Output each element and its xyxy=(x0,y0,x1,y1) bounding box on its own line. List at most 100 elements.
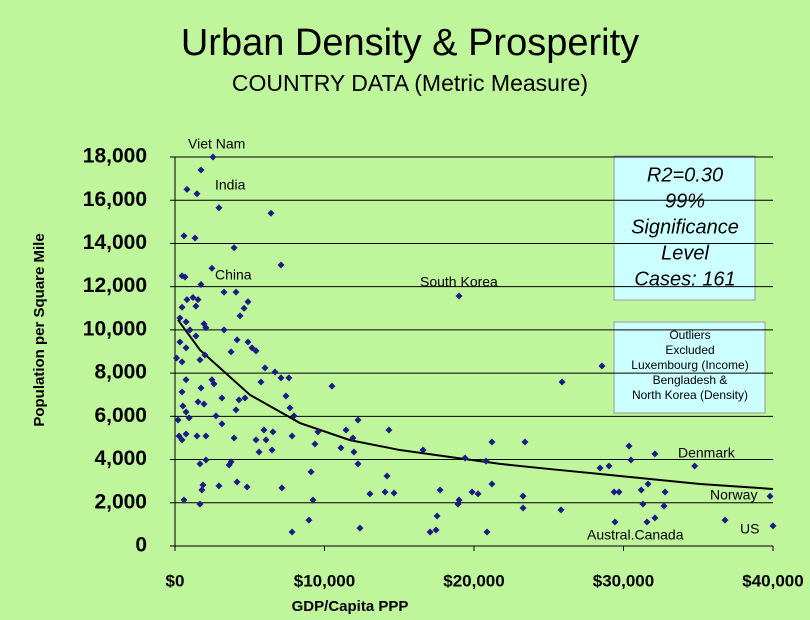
point xyxy=(183,296,191,304)
point xyxy=(611,518,619,526)
point xyxy=(468,488,476,496)
annotation: Denmark xyxy=(678,445,736,461)
x-axis-label: GDP/Capita PPP xyxy=(292,598,409,615)
annotation: India xyxy=(215,177,246,193)
point xyxy=(180,496,188,504)
point xyxy=(243,483,251,491)
annotation: Viet Nam xyxy=(188,136,245,152)
point xyxy=(241,394,249,402)
point xyxy=(235,396,243,404)
point xyxy=(356,524,364,532)
point xyxy=(381,488,389,496)
point xyxy=(174,416,182,424)
point xyxy=(215,482,223,490)
outliers-text: North Korea (Density) xyxy=(632,388,748,402)
annotation: Norway xyxy=(710,487,757,503)
point xyxy=(182,376,190,384)
point xyxy=(436,486,444,494)
point xyxy=(660,502,668,510)
point xyxy=(269,428,277,436)
point xyxy=(252,347,260,355)
stats-text: Cases: 161 xyxy=(634,268,735,290)
point xyxy=(769,522,777,530)
stats-text: Significance xyxy=(631,216,739,238)
point xyxy=(349,434,357,442)
point xyxy=(192,302,200,310)
point xyxy=(277,261,285,269)
point xyxy=(639,500,647,508)
point xyxy=(257,378,265,386)
y-tick-label: 18,000 xyxy=(83,145,147,168)
point xyxy=(605,462,613,470)
point xyxy=(197,384,205,392)
point xyxy=(220,326,228,334)
x-tick-label: $0 xyxy=(166,571,185,590)
point xyxy=(288,528,296,536)
point xyxy=(179,402,187,410)
point xyxy=(172,354,180,362)
point xyxy=(521,438,529,446)
point xyxy=(236,312,244,320)
point xyxy=(691,462,699,470)
point xyxy=(277,374,285,382)
stats-text: 99% xyxy=(665,190,705,212)
point xyxy=(282,392,290,400)
point xyxy=(186,326,194,334)
point xyxy=(244,338,252,346)
point xyxy=(230,434,238,442)
point xyxy=(354,460,362,468)
point xyxy=(519,504,527,512)
point xyxy=(225,461,233,469)
point xyxy=(244,298,252,306)
annotation: US xyxy=(740,521,759,537)
point xyxy=(209,153,217,161)
annotation: Austral.Canada xyxy=(587,527,684,543)
point xyxy=(199,481,207,489)
point xyxy=(483,528,491,536)
point xyxy=(519,492,527,500)
point xyxy=(615,488,623,496)
y-tick-label: 12,000 xyxy=(83,274,147,297)
y-tick-label: 8,000 xyxy=(94,361,147,384)
point xyxy=(419,446,427,454)
point xyxy=(218,420,226,428)
point xyxy=(311,440,319,448)
point xyxy=(290,412,298,420)
point xyxy=(202,324,210,332)
annotation: China xyxy=(215,267,252,283)
point xyxy=(461,454,469,462)
y-tick-label: 10,000 xyxy=(83,317,147,340)
point xyxy=(202,432,210,440)
point xyxy=(267,209,275,217)
point xyxy=(181,273,189,281)
point xyxy=(232,406,240,414)
point xyxy=(192,332,200,340)
point xyxy=(182,430,190,438)
point xyxy=(197,281,205,289)
point xyxy=(189,293,197,301)
point xyxy=(176,338,184,346)
point xyxy=(232,288,240,296)
y-tick-label: 2,000 xyxy=(94,490,147,513)
trendline xyxy=(177,319,774,490)
point xyxy=(194,296,202,304)
stats-text: Level xyxy=(661,242,709,264)
point xyxy=(220,288,228,296)
point xyxy=(178,303,186,311)
point xyxy=(337,444,345,452)
point xyxy=(233,478,241,486)
point xyxy=(558,378,566,386)
point xyxy=(627,456,635,464)
outliers-text: Bengladesh & xyxy=(653,373,728,387)
point xyxy=(183,185,191,193)
point xyxy=(307,468,315,476)
point xyxy=(366,490,374,498)
point xyxy=(644,480,652,488)
point xyxy=(433,512,441,520)
point xyxy=(178,358,186,366)
point xyxy=(230,244,238,252)
point xyxy=(385,426,393,434)
point xyxy=(625,442,633,450)
x-tick-label: $30,000 xyxy=(593,571,654,590)
